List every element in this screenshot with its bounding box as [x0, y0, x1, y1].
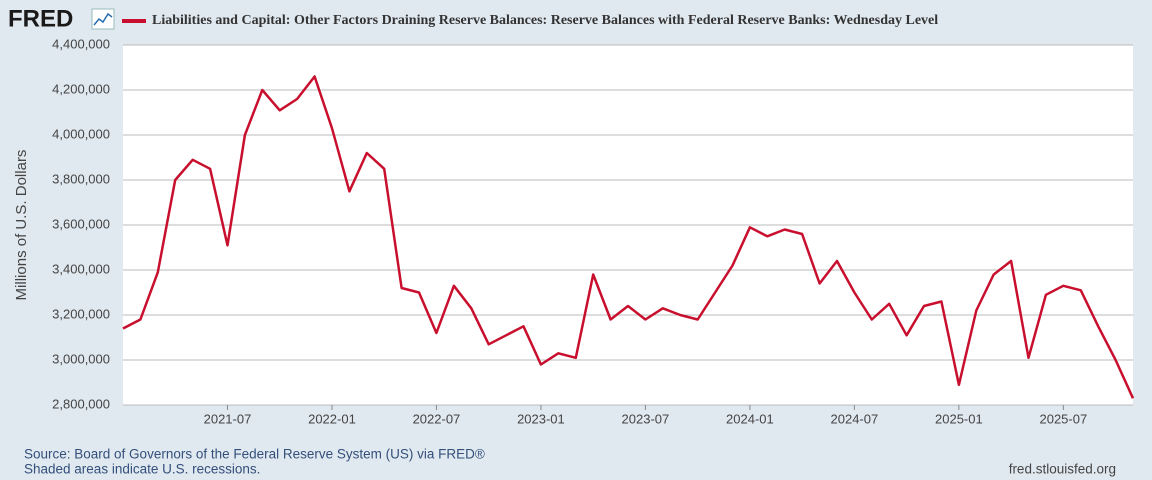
x-tick-label: 2022-07 — [413, 411, 461, 426]
logo-icon-line — [93, 12, 113, 26]
y-tick-label: 3,400,000 — [52, 261, 110, 276]
x-tick-label: 2021-07 — [204, 411, 252, 426]
y-tick-label: 2,800,000 — [52, 396, 110, 411]
logo-icon — [91, 8, 115, 30]
logo: FRED — [8, 5, 73, 32]
y-tick-label: 3,000,000 — [52, 351, 110, 366]
x-tick-label: 2024-07 — [831, 411, 879, 426]
x-tick-label: 2024-01 — [726, 411, 774, 426]
chart-title: Liabilities and Capital: Other Factors D… — [152, 13, 938, 28]
source: Source: Board of Governors of the Federa… — [24, 447, 485, 462]
x-tick-label: 2023-07 — [622, 411, 670, 426]
x-tick-label: 2022-01 — [308, 411, 356, 426]
y-tick-label: 3,800,000 — [52, 171, 110, 186]
y-tick-label: 3,200,000 — [52, 306, 110, 321]
y-tick-label: 4,200,000 — [52, 81, 110, 96]
data-line — [122, 75, 1135, 399]
note: Shaded areas indicate U.S. recessions. — [24, 462, 260, 477]
y-tick-label: 3,600,000 — [52, 216, 110, 231]
y-tick-label: 4,400,000 — [52, 36, 110, 51]
x-tick-label: 2023-01 — [517, 411, 565, 426]
y-tick-label: 4,000,000 — [52, 126, 110, 141]
url: fred.stlouisfed.org — [1009, 462, 1116, 477]
x-tick-label: 2025-07 — [1039, 411, 1087, 426]
y-axis-label: Millions of U.S. Dollars — [13, 150, 30, 301]
x-tick-label: 2025-01 — [935, 411, 983, 426]
